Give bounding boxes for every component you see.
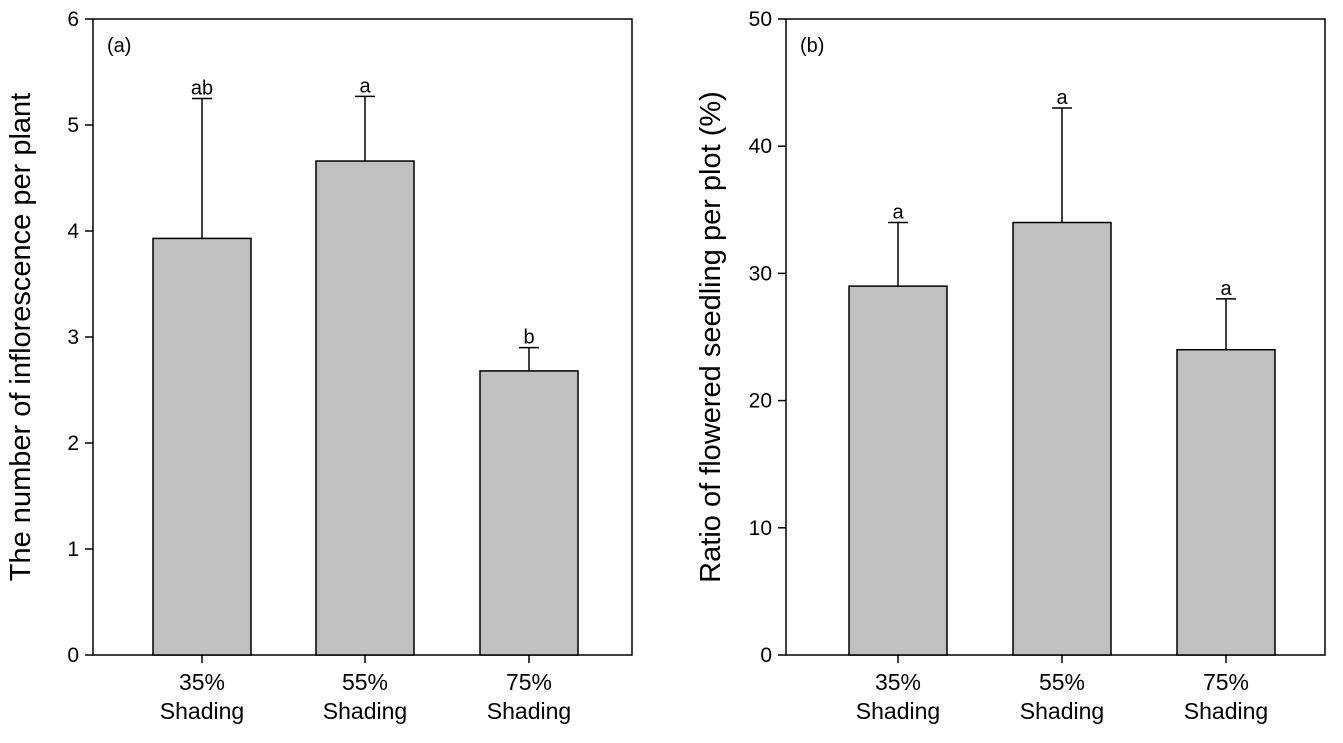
category-label-line2: Shading: [323, 698, 407, 724]
significance-label: b: [523, 327, 534, 349]
category-labels: 35% Shading 55% Shading 75% Shading: [856, 655, 1268, 724]
bar: [152, 237, 252, 656]
error-bars: [888, 107, 1236, 350]
category-labels: 35% Shading 55% Shading 75% Shading: [160, 655, 571, 724]
y-tick-label: 20: [749, 390, 772, 413]
bar: [315, 160, 415, 656]
y-tick-label: 2: [67, 432, 79, 455]
y-tick-label: 0: [67, 644, 79, 667]
category-label-line2: Shading: [160, 698, 244, 724]
y-axis-ticks: 0 1 2 3 4 5 6: [67, 8, 93, 667]
bar: [1176, 348, 1276, 656]
category-label-line1: 75%: [1203, 669, 1249, 695]
error-bars: [192, 95, 539, 371]
bar: [479, 370, 579, 656]
y-tick-label: 10: [749, 517, 772, 540]
significance-labels: ab ab: [191, 75, 535, 348]
y-tick-label: 1: [67, 538, 79, 561]
y-axis-label: The number of inflorescence per plant: [5, 93, 37, 581]
significance-label: a: [1056, 87, 1068, 109]
y-tick-label: 30: [749, 262, 772, 285]
significance-label: a: [359, 75, 371, 97]
bar: [1012, 221, 1112, 656]
category-label-line1: 75%: [506, 669, 552, 695]
category-label-line1: 55%: [342, 669, 388, 695]
bar: [848, 285, 948, 656]
y-tick-label: 4: [67, 220, 79, 243]
y-tick-label: 40: [749, 135, 772, 158]
y-tick-label: 0: [760, 644, 772, 667]
y-tick-label: 5: [67, 114, 79, 137]
panel-a: (a) The number of inflorescence per plan…: [5, 8, 633, 724]
y-axis-ticks: 0 10 20 30 40 50: [749, 8, 786, 667]
category-label-line2: Shading: [487, 698, 571, 724]
category-label-line1: 35%: [875, 669, 921, 695]
category-label-line2: Shading: [1020, 698, 1104, 724]
significance-label: ab: [191, 78, 213, 100]
panel-b: (b) Ratio of flowered seedling per plot …: [695, 8, 1326, 724]
significance-label: a: [892, 202, 904, 224]
panel-label: (b): [800, 35, 824, 57]
bars: [152, 160, 579, 656]
category-label-line1: 55%: [1039, 669, 1085, 695]
y-tick-label: 3: [67, 326, 79, 349]
significance-labels: a a a: [892, 87, 1232, 300]
category-label-line2: Shading: [856, 698, 940, 724]
y-tick-label: 6: [67, 8, 79, 31]
bars: [848, 221, 1276, 656]
category-label-line2: Shading: [1184, 698, 1268, 724]
category-label-line1: 35%: [179, 669, 225, 695]
y-tick-label: 50: [749, 8, 772, 31]
y-axis-label: Ratio of flowered seedling per plot (%): [695, 91, 727, 583]
panel-label: (a): [107, 35, 131, 57]
significance-label: a: [1220, 278, 1232, 300]
